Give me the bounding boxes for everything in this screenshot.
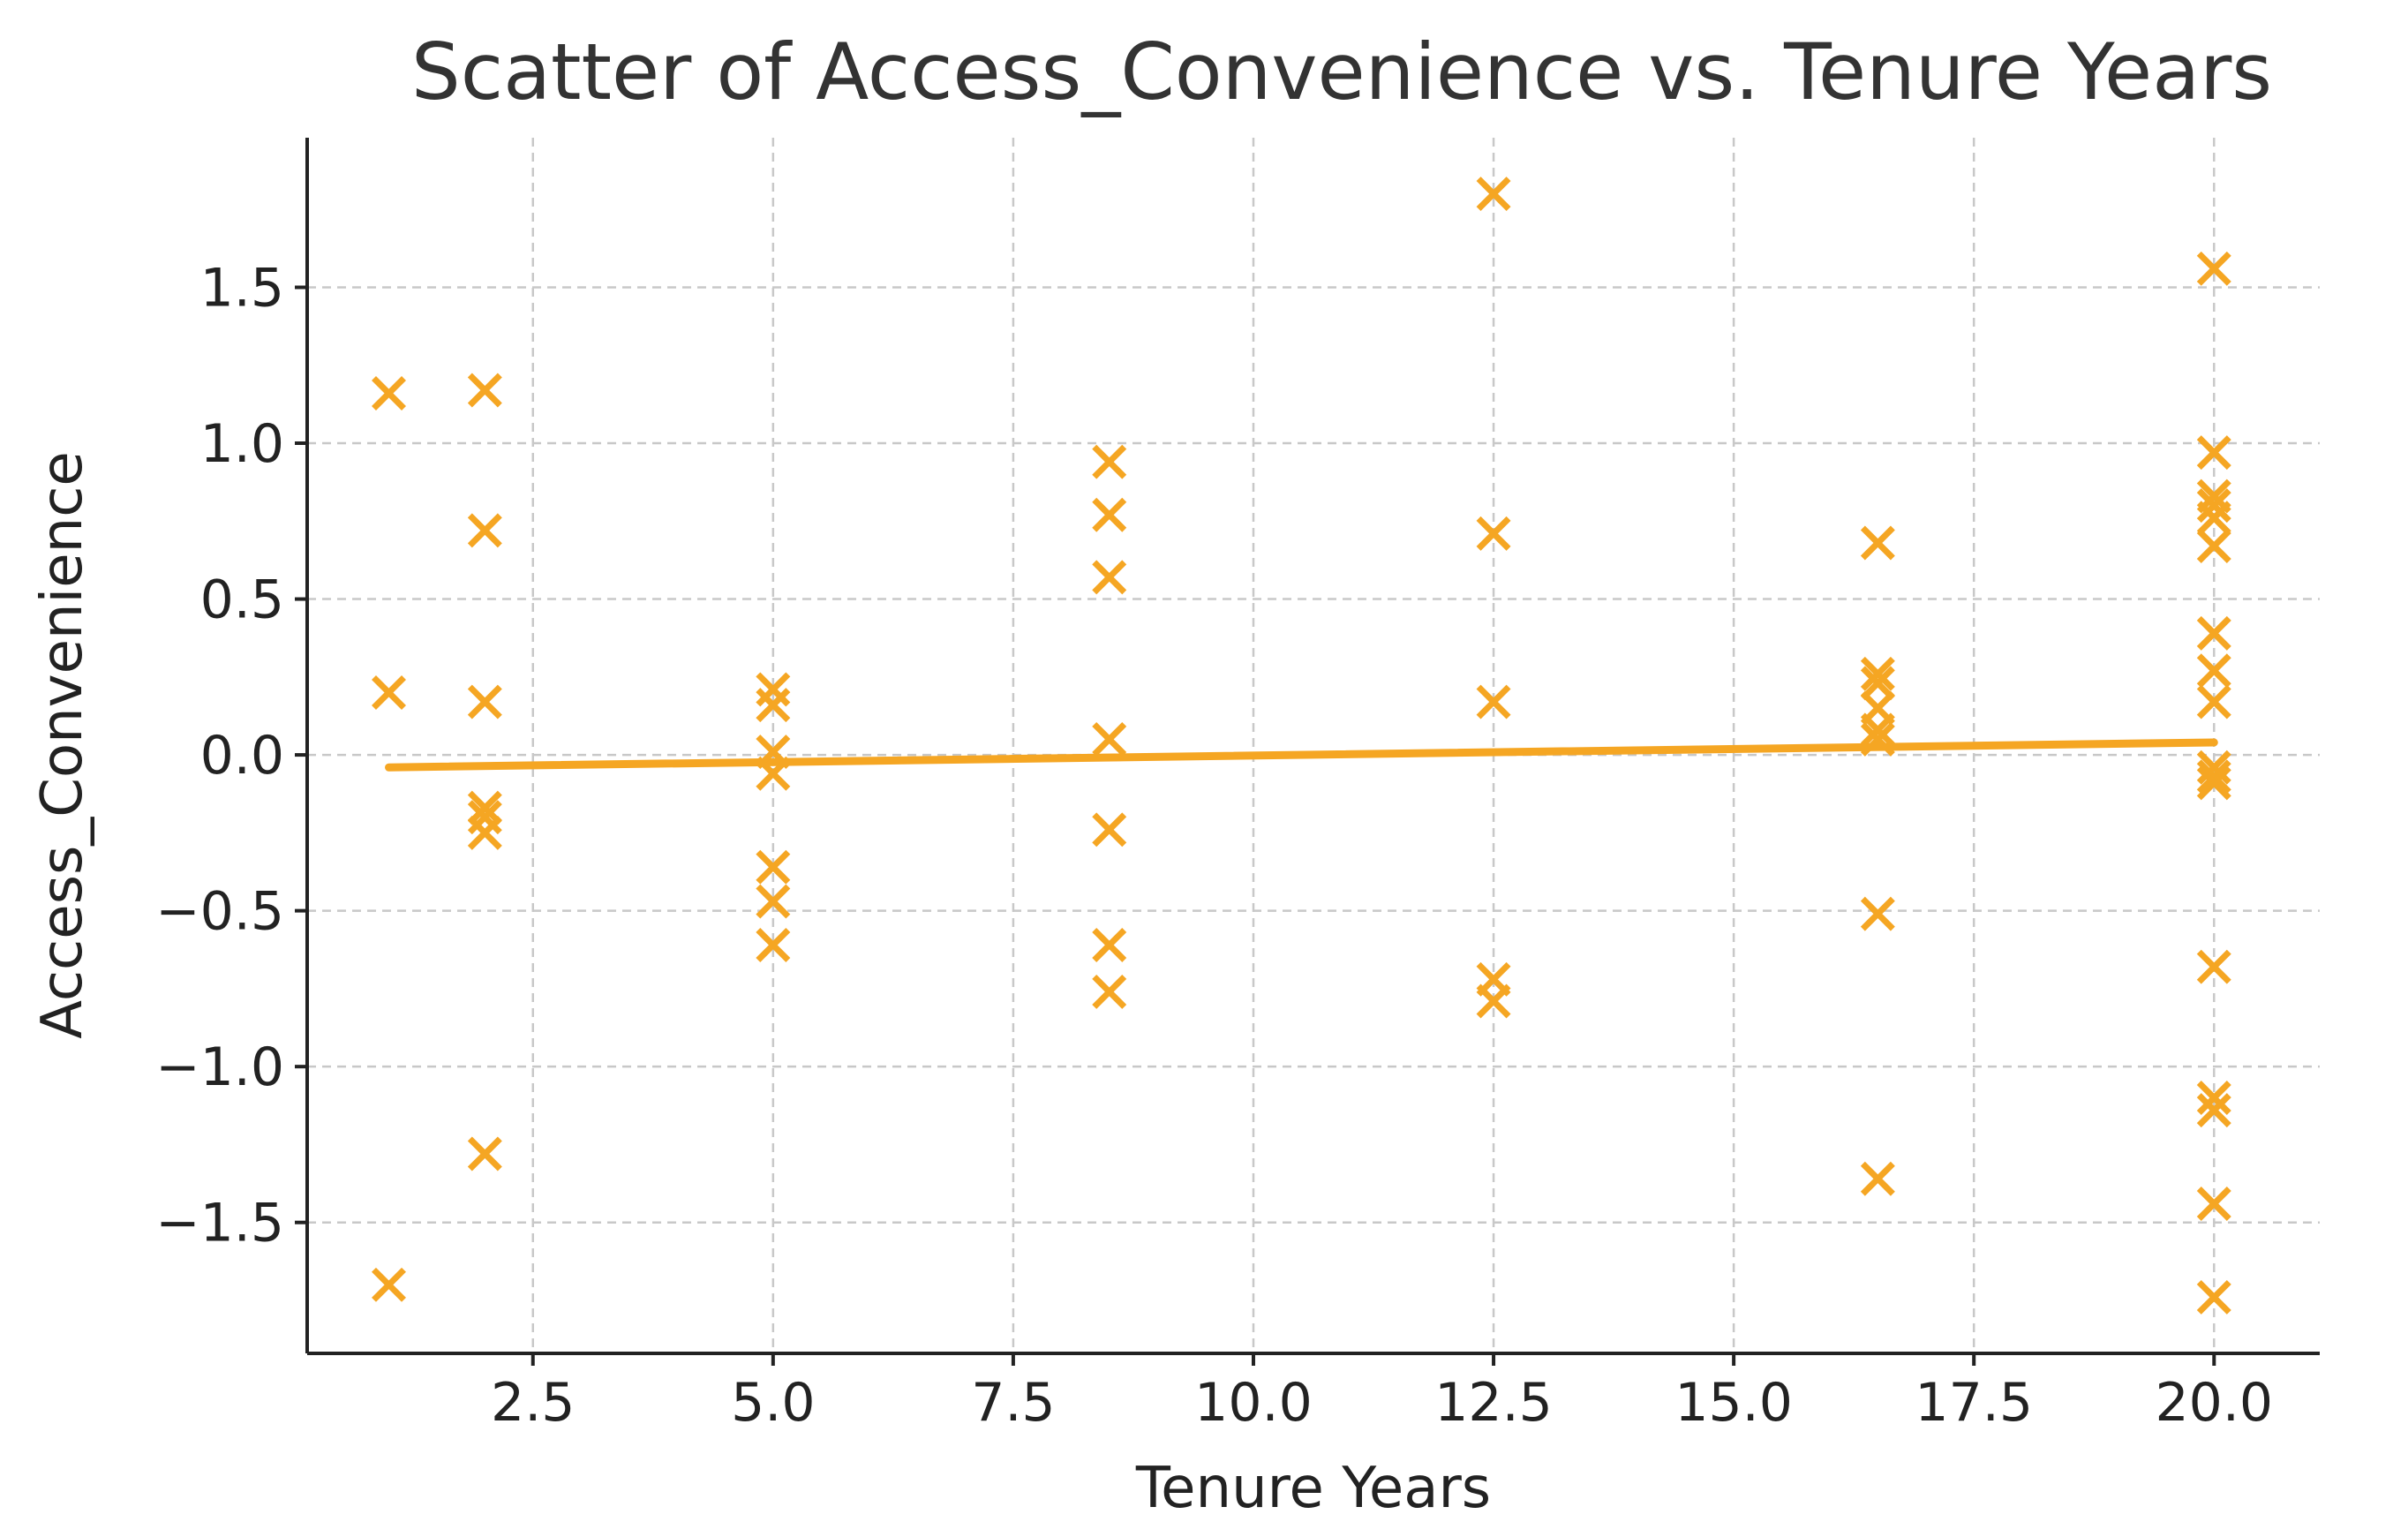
y-tick-label: 1.0: [200, 413, 284, 475]
x-tick-label: 12.5: [1434, 1372, 1553, 1434]
y-tick-label: 0.0: [200, 725, 284, 787]
data-point: [372, 376, 406, 411]
data-point: [2196, 615, 2231, 651]
data-point: [1860, 712, 1895, 748]
data-point: [2196, 684, 2231, 720]
x-tick-label: 20.0: [2155, 1372, 2273, 1434]
data-point: [2196, 1187, 2231, 1221]
data-point: [1860, 721, 1895, 757]
data-point: [1476, 516, 1511, 551]
data-point: [1476, 684, 1511, 720]
y-tick-label: −1.0: [155, 1036, 284, 1098]
data-point: [756, 927, 791, 962]
data-point: [2196, 435, 2231, 471]
data-point: [467, 815, 502, 850]
data-point: [2196, 750, 2231, 785]
data-point: [2196, 1081, 2231, 1115]
data-point: [2196, 765, 2231, 801]
data-point: [467, 1136, 502, 1172]
data-point: [1092, 497, 1127, 532]
data-point: [756, 672, 791, 707]
data-point: [1092, 812, 1127, 848]
data-point: [2196, 653, 2231, 689]
data-point: [2196, 488, 2231, 524]
data-point: [372, 1267, 406, 1302]
data-point: [1860, 525, 1895, 561]
data-point: [1092, 444, 1127, 479]
data-point: [1092, 560, 1127, 595]
data-point: [1092, 927, 1127, 962]
y-tick-label: 0.5: [200, 569, 284, 631]
data-point: [467, 800, 502, 835]
data-point: [1860, 656, 1895, 691]
data-point: [1860, 896, 1895, 931]
x-tick-label: 17.5: [1915, 1372, 2033, 1434]
x-tick-label: 15.0: [1674, 1372, 1793, 1434]
data-point: [1860, 1161, 1895, 1196]
data-point: [2196, 759, 2231, 795]
trend-line: [385, 738, 2218, 772]
data-point: [2196, 949, 2231, 984]
y-tick-label: −1.5: [155, 1193, 284, 1254]
data-point: [2196, 529, 2231, 564]
axes-layer: [305, 138, 2320, 1355]
x-axis-label: Tenure Years: [1135, 1456, 1491, 1521]
data-point: [756, 884, 791, 919]
marks-layer: [372, 177, 2231, 1315]
x-tick-label: 7.5: [971, 1372, 1055, 1434]
data-point: [1476, 177, 1511, 212]
y-tick-label: −0.5: [155, 881, 284, 943]
data-point: [1476, 983, 1511, 1019]
data-point: [2196, 1279, 2231, 1315]
data-point: [756, 688, 791, 723]
data-point: [1092, 974, 1127, 1009]
ticks-layer: 2.5 5.0 7.5 10.0 12.5 15.0 17.5 20.0 −1.5 −1.0 −0.…: [155, 257, 2273, 1434]
data-point: [372, 675, 406, 710]
x-tick-label: 5.0: [731, 1372, 815, 1434]
chart-title: Scatter of Access_Convenience vs. Tenure…: [411, 26, 2272, 117]
data-point: [2196, 251, 2231, 286]
data-point: [467, 373, 502, 408]
data-point: [1092, 721, 1127, 757]
x-tick-label: 10.0: [1194, 1372, 1313, 1434]
data-point: [756, 849, 791, 885]
y-tick-label: 1.5: [200, 257, 284, 319]
data-point: [2196, 501, 2231, 536]
data-point: [1860, 666, 1895, 701]
data-point: [467, 513, 502, 548]
data-point: [467, 684, 502, 720]
data-point: [756, 756, 791, 791]
data-point: [2196, 1093, 2231, 1128]
data-point: [467, 790, 502, 825]
y-axis-label: Access_Convenience: [30, 451, 95, 1039]
x-tick-label: 2.5: [491, 1372, 575, 1434]
